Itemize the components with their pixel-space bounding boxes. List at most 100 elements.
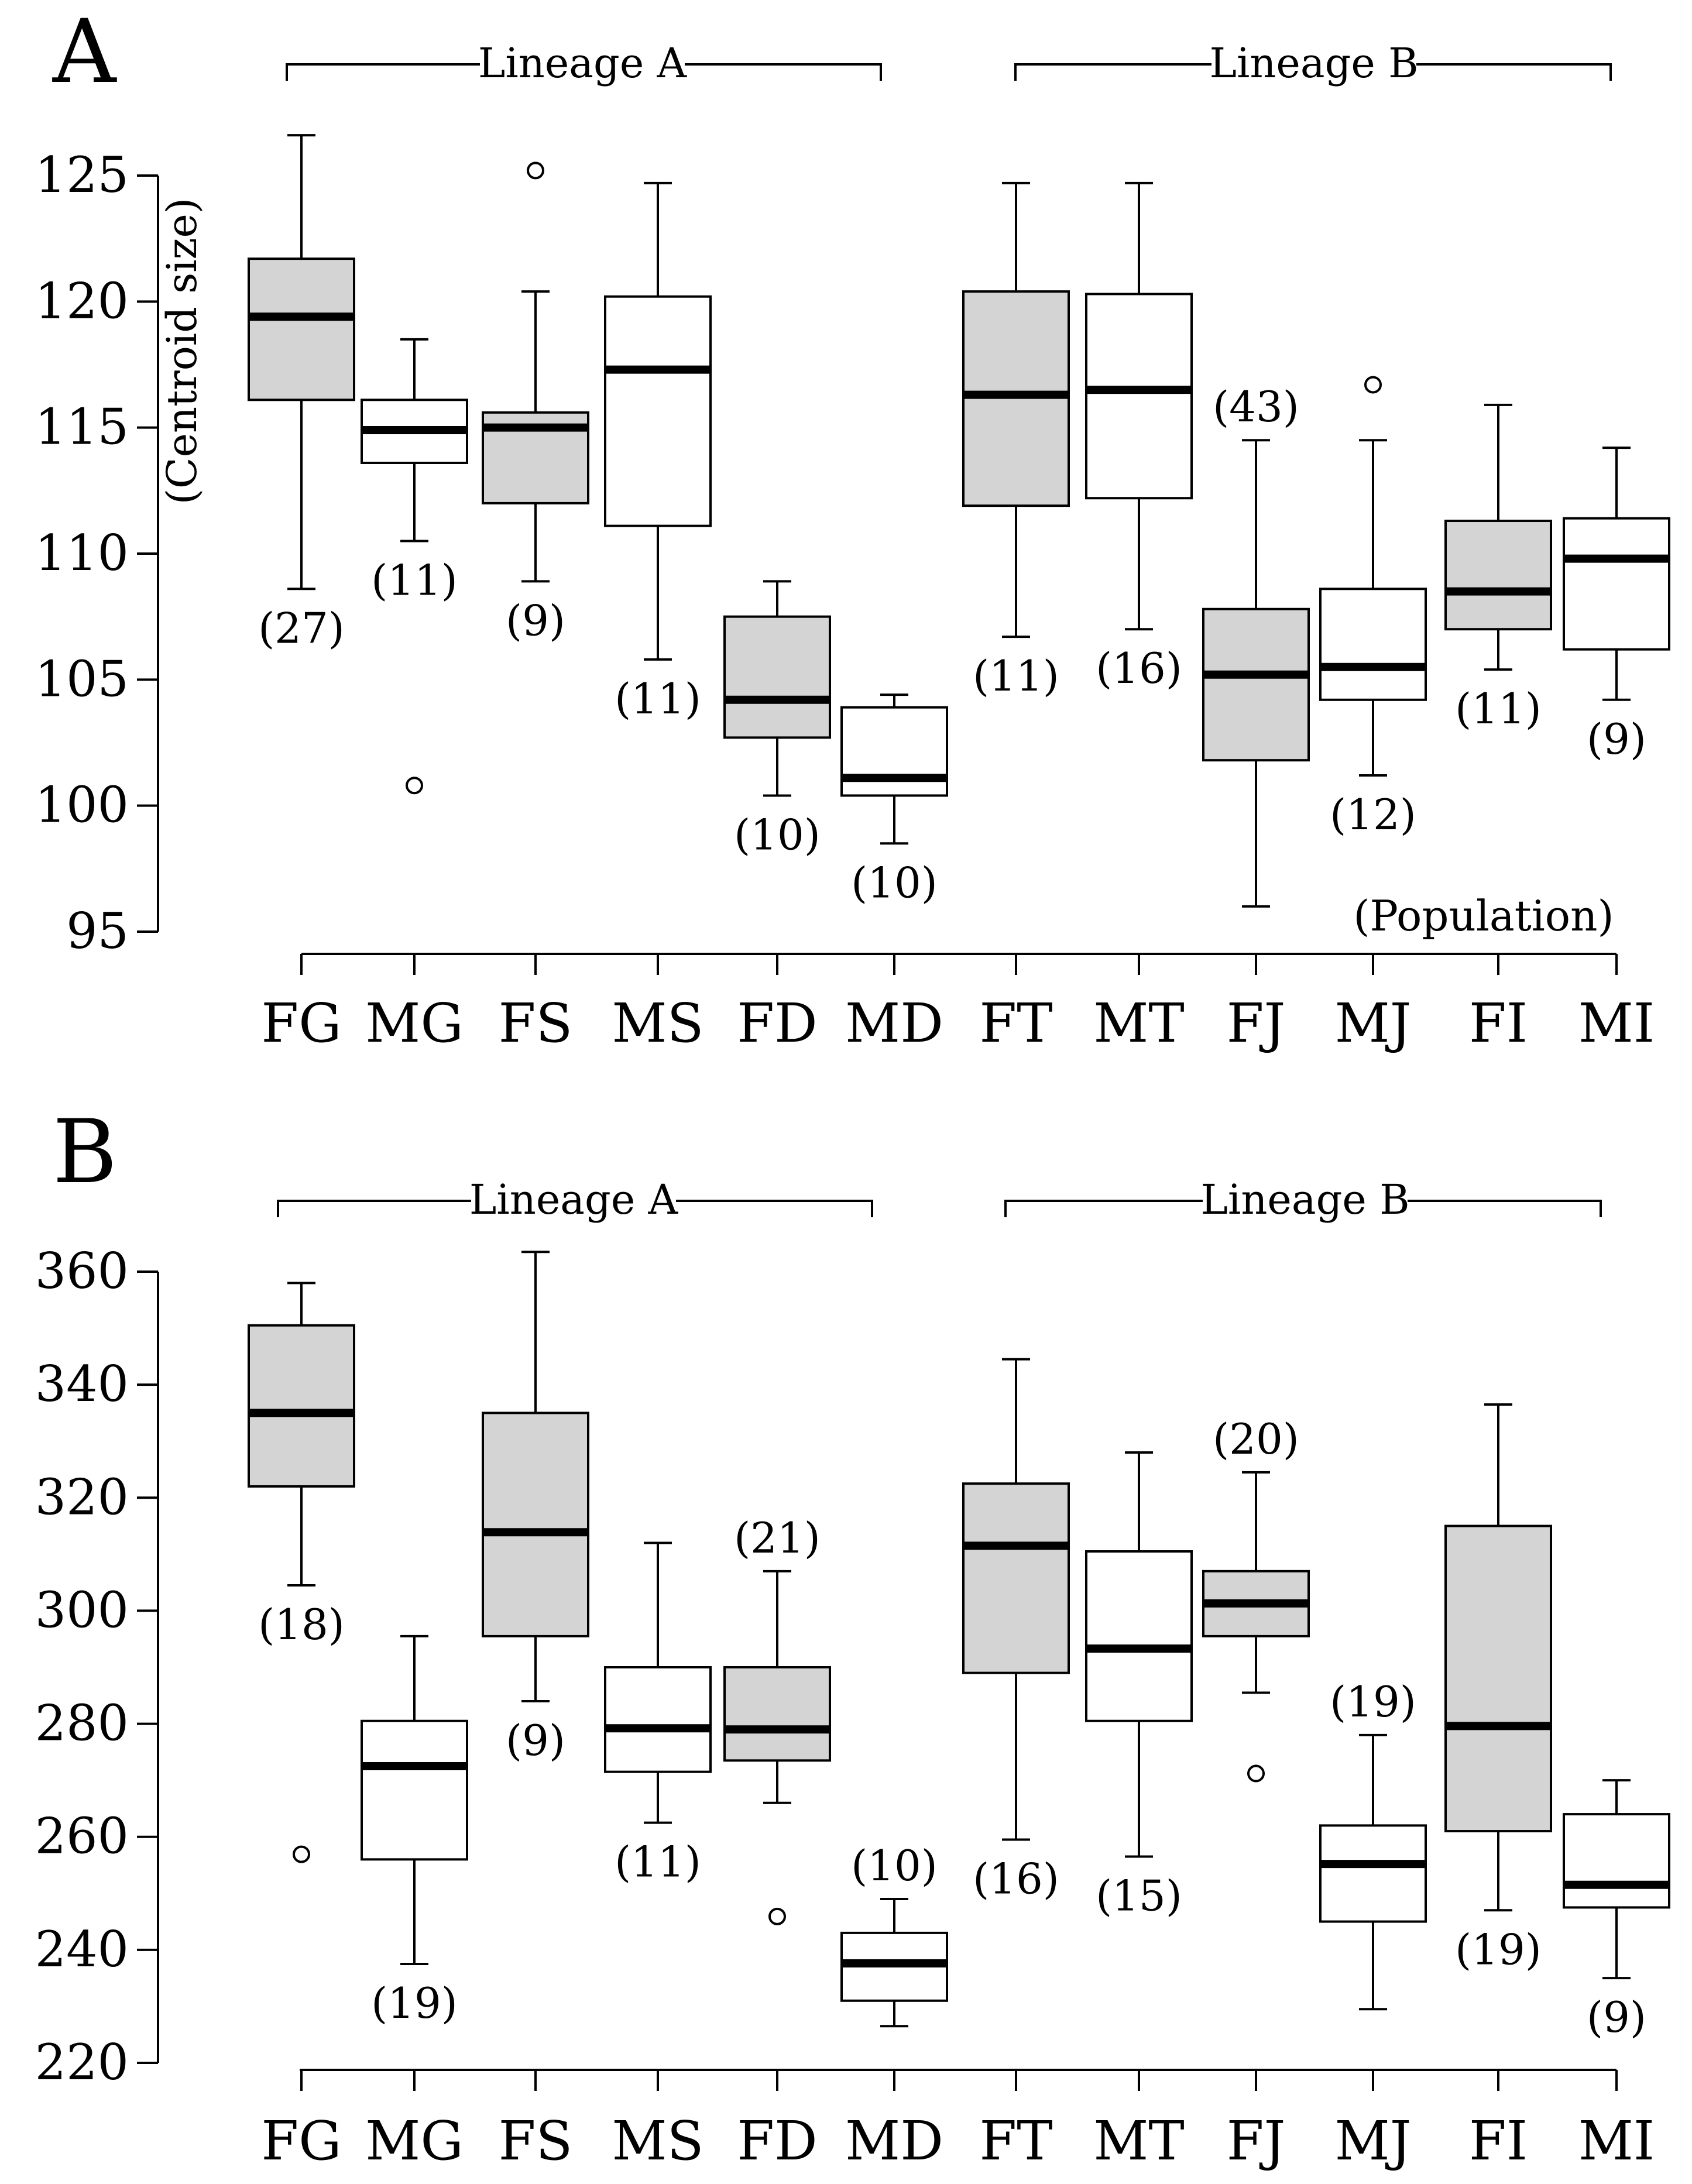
panel-a-fi-sample-size-label: (11) bbox=[1455, 684, 1542, 733]
panel-b-mi-sample-size-label: (9) bbox=[1587, 1993, 1646, 2042]
panel-a-y-tick-label: 115 bbox=[35, 399, 129, 456]
panel-b-lineage-bracket-left-1 bbox=[1004, 1200, 1203, 1217]
panel-a-mg-sample-size-label: (11) bbox=[371, 555, 458, 605]
panel-a-mt-box bbox=[1085, 293, 1193, 500]
panel-a-ms-sample-size-label: (11) bbox=[615, 674, 701, 723]
panel-b-category-label: MJ bbox=[1334, 2110, 1411, 2172]
panel-a-letter: A bbox=[52, 1, 117, 103]
panel-b-ms-sample-size-label: (11) bbox=[615, 1838, 701, 1887]
panel-a-fg-sample-size-label: (27) bbox=[258, 603, 345, 653]
panel-a-category-label: MD bbox=[845, 992, 943, 1055]
panel-a-category-label: MI bbox=[1578, 992, 1655, 1055]
panel-a-mj-sample-size-label: (12) bbox=[1330, 790, 1416, 839]
panel-a-y-axis-label: (Centroid size) bbox=[158, 198, 206, 505]
panel-a-ft-sample-size-label: (11) bbox=[973, 651, 1059, 700]
panel-a-category-label: MS bbox=[612, 992, 703, 1055]
panel-b-fi-sample-size-label: (19) bbox=[1455, 1925, 1542, 1974]
panel-b-lineage-label: Lineage B bbox=[1200, 1176, 1409, 1224]
panel-a-ms-box bbox=[604, 295, 712, 527]
panel-a-category-label: FG bbox=[261, 992, 341, 1055]
panel-b-category-label: FT bbox=[979, 2110, 1052, 2172]
panel-b-mt-box bbox=[1085, 1550, 1193, 1722]
panel-b-category-label: FS bbox=[499, 2110, 573, 2172]
panel-b-fs-box bbox=[482, 1412, 589, 1637]
panel-b-fj-outlier bbox=[1247, 1764, 1265, 1783]
panel-b-ms-box bbox=[604, 1666, 712, 1773]
panel-b-y-tick-label: 220 bbox=[35, 2034, 129, 2091]
panel-a-mt-sample-size-label: (16) bbox=[1096, 644, 1182, 693]
panel-b-category-label: FD bbox=[737, 2110, 818, 2172]
panel-b-fg-box bbox=[248, 1324, 355, 1488]
panel-a-y-tick-label: 110 bbox=[35, 524, 129, 582]
panel-b-category-label: MT bbox=[1093, 2110, 1185, 2172]
panel-a-fj-sample-size-label: (43) bbox=[1213, 382, 1299, 431]
panel-b-y-tick-label: 300 bbox=[35, 1581, 129, 1639]
panel-b-y-tick-label: 260 bbox=[35, 1808, 129, 1865]
panel-a-category-label: FT bbox=[979, 992, 1052, 1055]
panel-b-ft-sample-size-label: (16) bbox=[973, 1855, 1059, 1904]
panel-b-letter: B bbox=[53, 1101, 117, 1203]
panel-b-category-label: FG bbox=[261, 2110, 341, 2172]
panel-b-category-label: MS bbox=[612, 2110, 703, 2172]
panel-a-fj-box bbox=[1202, 607, 1310, 762]
panel-a-fs-outlier bbox=[527, 162, 544, 180]
panel-a-category-label: FJ bbox=[1227, 992, 1286, 1055]
panel-a-fs-sample-size-label: (9) bbox=[506, 596, 565, 645]
panel-a-mi-sample-size-label: (9) bbox=[1587, 715, 1646, 764]
panel-a-fd-box bbox=[723, 615, 831, 739]
panel-a-md-sample-size-label: (10) bbox=[851, 858, 938, 907]
panel-a-y-tick-label: 125 bbox=[35, 146, 129, 204]
panel-b-lineage-bracket-left-0 bbox=[277, 1200, 471, 1217]
panel-b-mg-sample-size-label: (19) bbox=[371, 1979, 458, 2028]
panel-a-category-label: FI bbox=[1469, 992, 1528, 1055]
panel-b-category-label: FJ bbox=[1227, 2110, 1286, 2172]
panel-a-lineage-bracket-right-1 bbox=[1416, 63, 1612, 81]
panel-a-lineage-bracket-left-0 bbox=[286, 63, 480, 81]
panel-a-category-label: FS bbox=[499, 992, 573, 1055]
panel-b-fg-sample-size-label: (18) bbox=[258, 1600, 345, 1649]
panel-b-category-label: MI bbox=[1578, 2110, 1655, 2172]
panel-b-mj-box bbox=[1319, 1824, 1427, 1923]
panel-b-fi-box bbox=[1444, 1524, 1552, 1833]
panel-a-lineage-label: Lineage A bbox=[478, 39, 688, 87]
panel-b-category-label: MG bbox=[365, 2110, 464, 2172]
panel-b-y-tick-label: 340 bbox=[35, 1355, 129, 1413]
panel-b-fg-outlier bbox=[293, 1845, 310, 1863]
panel-a-md-box bbox=[840, 706, 948, 797]
panel-a-mj-outlier bbox=[1364, 376, 1382, 394]
panel-b-fd-sample-size-label: (21) bbox=[734, 1513, 821, 1563]
panel-a-y-tick-label: 120 bbox=[35, 272, 129, 329]
panel-b-mt-sample-size-label: (15) bbox=[1096, 1871, 1182, 1921]
panel-b-lineage-bracket-right-0 bbox=[676, 1200, 873, 1217]
panel-a-y-tick-label: 100 bbox=[35, 777, 129, 834]
panel-a-mi-box bbox=[1563, 517, 1670, 651]
panel-a-mg-outlier bbox=[406, 777, 423, 795]
panel-a-category-label: FD bbox=[737, 992, 818, 1055]
panel-b-y-tick-label: 360 bbox=[35, 1242, 129, 1300]
panel-a-fi-box bbox=[1444, 520, 1552, 631]
panel-a-lineage-label: Lineage B bbox=[1209, 39, 1418, 87]
panel-a-fg-box bbox=[248, 257, 355, 401]
panel-b-mg-box bbox=[361, 1719, 468, 1861]
panel-a-mj-box bbox=[1319, 588, 1427, 701]
panel-a-lineage-bracket-left-1 bbox=[1014, 63, 1211, 81]
panel-b-fs-sample-size-label: (9) bbox=[506, 1716, 565, 1765]
panel-b-category-label: MD bbox=[845, 2110, 943, 2172]
panel-b-ft-box bbox=[962, 1482, 1070, 1674]
panel-b-y-tick-label: 240 bbox=[35, 1921, 129, 1978]
panel-a-category-label: MJ bbox=[1334, 992, 1411, 1055]
panel-a-lineage-bracket-right-0 bbox=[685, 63, 882, 81]
panel-b-category-label: FI bbox=[1469, 2110, 1528, 2172]
panel-b-mj-sample-size-label: (19) bbox=[1330, 1677, 1416, 1726]
panel-b-md-sample-size-label: (10) bbox=[851, 1841, 938, 1890]
panel-b-y-tick-label: 280 bbox=[35, 1695, 129, 1752]
panel-a-x-axis-label: (Population) bbox=[1353, 891, 1614, 940]
panel-b-lineage-label: Lineage A bbox=[469, 1176, 679, 1224]
panel-b-lineage-bracket-right-1 bbox=[1408, 1200, 1602, 1217]
panel-b-mi-box bbox=[1563, 1813, 1670, 1909]
panel-a-y-tick-label: 95 bbox=[66, 902, 129, 960]
panel-a-fd-sample-size-label: (10) bbox=[734, 810, 821, 859]
panel-a-category-label: MT bbox=[1093, 992, 1185, 1055]
panel-b-fd-outlier bbox=[768, 1907, 786, 1925]
